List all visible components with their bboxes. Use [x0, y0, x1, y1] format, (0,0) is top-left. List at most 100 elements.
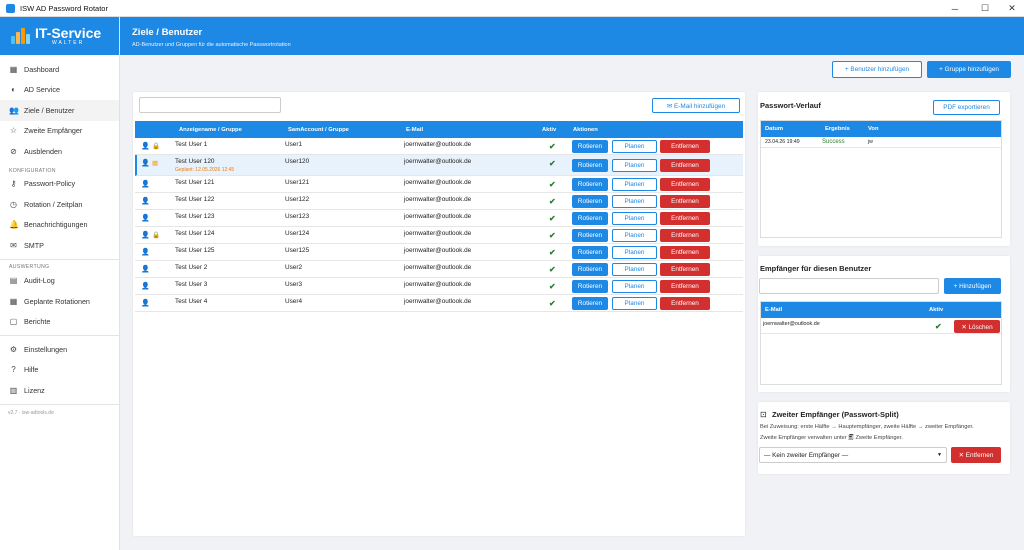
rotate-button[interactable]: Rotieren: [572, 195, 608, 208]
sidebar-item-smtp[interactable]: ✉ SMTP: [0, 235, 119, 256]
second-recipient-panel: ⊡ Zweiter Empfänger (Passwort-Split) Bei…: [758, 402, 1010, 474]
sidebar-item-ziele-benutzer[interactable]: 👥 Ziele / Benutzer: [0, 100, 119, 121]
history-row: 23.04.26 19:49 Success jw: [761, 137, 1001, 148]
sidebar-item-berichte[interactable]: ▢ Berichte: [0, 312, 119, 333]
remove-button[interactable]: Entfernen: [660, 246, 710, 259]
pdf-export-button[interactable]: PDF exportieren: [933, 100, 1000, 115]
plan-button[interactable]: Planen: [612, 178, 657, 191]
table-row[interactable]: 👤 🔒 Test User 1 User1 joernwalter@outlook.de…: [135, 138, 743, 155]
plan-button[interactable]: Planen: [612, 229, 657, 242]
logo-bars-icon: [9, 25, 31, 47]
row-sam: User4: [285, 298, 303, 305]
history-panel: Passwort-Verlauf PDF exportieren Datum E…: [758, 92, 1010, 246]
remove-button[interactable]: Entfernen: [660, 229, 710, 242]
nav-icon: ▤: [9, 276, 18, 286]
sidebar-item-audit-log[interactable]: ▤ Audit-Log: [0, 271, 119, 292]
sidebar-item-passwort-policy[interactable]: ⚷ Passwort-Policy: [0, 174, 119, 195]
table-row[interactable]: 👤 ▦ Test User 120 User120 joernwalter@outloo…: [135, 155, 743, 176]
rotate-button[interactable]: Rotieren: [572, 140, 608, 153]
second-remove-button[interactable]: ✕ Entfernen: [951, 447, 1001, 463]
nav-section-auswertung: AUSWERTUNG: [9, 263, 50, 270]
rotate-button[interactable]: Rotieren: [572, 246, 608, 259]
check-icon: ✔: [549, 180, 556, 189]
rotate-button[interactable]: Rotieren: [572, 178, 608, 191]
plan-button[interactable]: Planen: [612, 297, 657, 310]
sidebar-item-label: Ausblenden: [24, 146, 62, 156]
recipients-table: E-Mail Aktiv joernwalter@outlook.de ✔ ✕ …: [760, 301, 1002, 385]
recipient-row: joernwalter@outlook.de ✔ ✕ Löschen: [761, 318, 1001, 334]
rotate-button[interactable]: Rotieren: [572, 159, 608, 172]
table-row[interactable]: 👤 Test User 123 User123 joernwalter@outlook…: [135, 210, 743, 227]
col-result: Ergebnis: [825, 126, 850, 132]
table-row[interactable]: 👤 Test User 121 User121 joernwalter@outlook…: [135, 176, 743, 193]
plan-button[interactable]: Planen: [612, 195, 657, 208]
col-active: Aktiv: [542, 127, 557, 133]
sidebar-item-zweite-empfänger[interactable]: ☆ Zweite Empfänger: [0, 121, 119, 142]
table-row[interactable]: 👤 Test User 2 User2 joernwalter@outlook.de ✔…: [135, 261, 743, 278]
close-button[interactable]: ✕: [1008, 3, 1016, 13]
page-subtitle: AD-Benutzer und Gruppen für die automati…: [132, 42, 291, 48]
remove-button[interactable]: Entfernen: [660, 263, 710, 276]
app-icon: [6, 3, 15, 13]
user-icon: 👤: [141, 266, 150, 273]
row-email: joernwalter@outlook.de: [404, 298, 472, 305]
sidebar-item-label: AD Service: [24, 85, 60, 95]
search-input[interactable]: [139, 97, 281, 113]
rotate-button[interactable]: Rotieren: [572, 297, 608, 310]
remove-button[interactable]: Entfernen: [660, 212, 710, 225]
second-recipient-select[interactable]: — Kein zweiter Empfänger — ▼: [759, 447, 947, 463]
sidebar-item-label: Passwort-Policy: [24, 179, 76, 189]
rotate-button[interactable]: Rotieren: [572, 280, 608, 293]
table-row[interactable]: 👤 Test User 4 User4 joernwalter@outlook.de ✔…: [135, 295, 743, 312]
nav-icon: ▦: [9, 64, 18, 74]
nav-icon: ⚷: [10, 179, 17, 189]
rotate-button[interactable]: Rotieren: [572, 229, 608, 242]
sidebar-item-benachrichtigungen[interactable]: 🔔 Benachrichtigungen: [0, 215, 119, 236]
rotate-button[interactable]: Rotieren: [572, 212, 608, 225]
table-row[interactable]: 👤 🔒 Test User 124 User124 joernwalter@outloo…: [135, 227, 743, 244]
rotate-button[interactable]: Rotieren: [572, 263, 608, 276]
split-icon: ⊡: [760, 410, 767, 419]
add-user-button[interactable]: + Benutzer hinzufügen: [832, 61, 922, 78]
row-email: joernwalter@outlook.de: [404, 158, 472, 165]
check-icon: ✔: [549, 214, 556, 223]
sidebar-item-ausblenden[interactable]: ⊘ Ausblenden: [0, 141, 119, 162]
sidebar-item-dashboard[interactable]: ▦ Dashboard: [0, 59, 119, 80]
plan-button[interactable]: Planen: [612, 159, 657, 172]
sidebar-item-rotation-zeitplan[interactable]: ◷ Rotation / Zeitplan: [0, 194, 119, 215]
sidebar-item-hilfe[interactable]: ? Hilfe: [0, 360, 119, 381]
sidebar-item-lizenz[interactable]: ▥ Lizenz: [0, 380, 119, 401]
recipient-delete-button[interactable]: ✕ Löschen: [954, 320, 1000, 333]
remove-button[interactable]: Entfernen: [660, 280, 710, 293]
row-sam: User1: [285, 141, 303, 148]
plan-button[interactable]: Planen: [612, 263, 657, 276]
plan-button[interactable]: Planen: [612, 246, 657, 259]
remove-button[interactable]: Entfernen: [660, 178, 710, 191]
minimize-button[interactable]: ─: [951, 3, 959, 14]
remove-button[interactable]: Entfernen: [660, 297, 710, 310]
table-row[interactable]: 👤 Test User 125 User125 joernwalter@outlook…: [135, 244, 743, 261]
sidebar-item-ad-service[interactable]: ◐ AD Service: [0, 80, 119, 101]
plan-button[interactable]: Planen: [612, 212, 657, 225]
plan-button[interactable]: Planen: [612, 280, 657, 293]
plan-button[interactable]: Planen: [612, 140, 657, 153]
table-row[interactable]: 👤 Test User 3 User3 joernwalter@outlook.de ✔…: [135, 278, 743, 295]
recipient-email-input[interactable]: [759, 278, 939, 294]
recipients-title: Empfänger für diesen Benutzer: [760, 264, 872, 273]
remove-button[interactable]: Entfernen: [660, 140, 710, 153]
remove-button[interactable]: Entfernen: [660, 159, 710, 172]
row-name: Test User 121: [175, 179, 215, 186]
table-row[interactable]: 👤 Test User 122 User122 joernwalter@outlook…: [135, 193, 743, 210]
remove-button[interactable]: Entfernen: [660, 195, 710, 208]
sidebar-item-einstellungen[interactable]: ⚙ Einstellungen: [0, 339, 119, 360]
sidebar-item-geplante-rotationen[interactable]: ▦ Geplante Rotationen: [0, 291, 119, 312]
user-icon: 👤: [141, 143, 150, 150]
add-group-button[interactable]: + Gruppe hinzufügen: [927, 61, 1011, 78]
email-add-button[interactable]: ✉ E-Mail hinzufügen: [652, 98, 740, 113]
history-title: Passwort-Verlauf: [760, 101, 821, 110]
recipient-add-button[interactable]: + Hinzufügen: [944, 278, 1001, 294]
maximize-button[interactable]: ☐: [980, 3, 990, 13]
history-table: Datum Ergebnis Von 23.04.26 19:49 Succes…: [760, 120, 1002, 238]
row-sam: User125: [285, 247, 310, 254]
check-icon: ✔: [549, 142, 556, 151]
